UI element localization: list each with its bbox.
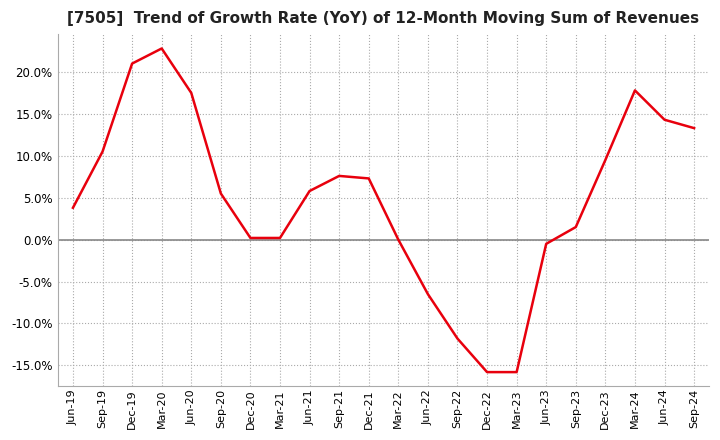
Title: [7505]  Trend of Growth Rate (YoY) of 12-Month Moving Sum of Revenues: [7505] Trend of Growth Rate (YoY) of 12-… xyxy=(68,11,700,26)
